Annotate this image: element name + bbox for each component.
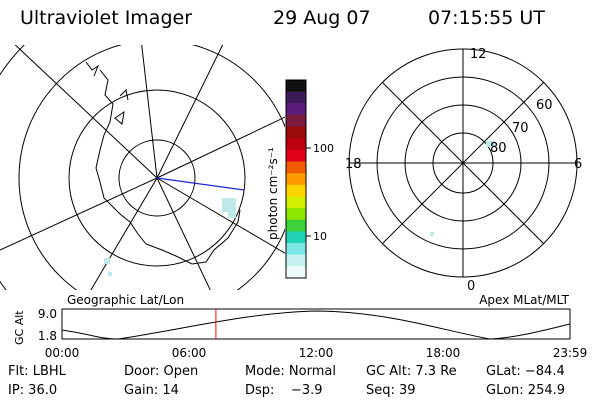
colorbar-segment	[286, 266, 306, 279]
alt-axis-label: GC Alt	[13, 310, 26, 345]
geographic-map	[0, 45, 285, 290]
colorbar-segment	[286, 80, 306, 93]
mlat-label-80: 80	[490, 141, 507, 156]
mlt-diagonal	[381, 81, 545, 245]
alt-tick-high: 9.0	[38, 307, 57, 321]
colorbar: 100 10 photon cm⁻²s⁻¹	[266, 79, 334, 279]
coastline-outline	[119, 88, 129, 101]
mode-status: Mode: Normal	[245, 364, 336, 379]
colorbar-tick-label-100: 100	[313, 142, 334, 155]
colorbar-segment	[286, 173, 306, 186]
colorbar-frame	[285, 79, 307, 279]
alt-tick-low: 1.8	[38, 329, 57, 343]
latitude-circle	[18, 45, 285, 290]
geo-longitude-status: GLon: 254.9	[486, 383, 566, 398]
instrument-title: Ultraviolet Imager	[20, 7, 193, 29]
altitude-curve	[61, 310, 571, 340]
colorbar-segment	[286, 126, 306, 139]
meridian-line	[156, 177, 211, 290]
meridian-line	[14, 45, 158, 179]
colorbar-segment	[286, 208, 306, 221]
left-panel-caption: Geographic Lat/Lon	[67, 293, 184, 307]
colorbar-segment	[286, 103, 306, 116]
colorbar-segment	[286, 161, 306, 174]
mlt-label-top: 12	[470, 47, 487, 62]
observation-time: 07:15:55 UT	[428, 7, 545, 29]
altitude-timeline: Geographic Lat/Lon Apex MLat/MLT 9.0 1.8…	[13, 293, 587, 360]
meridian-line	[156, 177, 285, 254]
mlt-label-right: 6	[574, 157, 582, 172]
colorbar-scale	[286, 80, 306, 279]
ip-status: IP: 36.0	[8, 383, 58, 398]
coastline-outline	[85, 61, 100, 77]
colorbar-segment	[286, 254, 306, 267]
time-tick-12: 12:00	[299, 346, 334, 360]
time-tick-18: 18:00	[426, 346, 461, 360]
colorbar-segment	[286, 138, 306, 151]
colorbar-tick-label-10: 10	[313, 230, 327, 243]
mlat-label-70: 70	[512, 121, 529, 136]
coastline-outline	[95, 69, 241, 265]
geo-latitude-status: GLat: −84.4	[486, 364, 565, 379]
meridian-line	[156, 116, 285, 179]
gc-altitude-status: GC Alt: 7.3 Re	[366, 364, 457, 379]
sun-direction-line	[156, 177, 245, 191]
colorbar-unit-label: photon cm⁻²s⁻¹	[266, 147, 280, 240]
latitude-circle	[118, 139, 196, 217]
colorbar-segment	[286, 91, 306, 104]
dsp-status: Dsp: −3.9	[245, 383, 323, 398]
meridian-line	[90, 177, 158, 290]
timeline-frame	[61, 308, 571, 340]
magnetic-polar-dial	[348, 48, 578, 278]
mlt-label-left: 18	[345, 157, 362, 172]
colorbar-segment	[286, 243, 306, 256]
filter-status: Flt: LBHL	[8, 364, 66, 379]
mlat-label-60: 60	[536, 98, 553, 113]
meridian-line	[0, 177, 158, 251]
dial-labels: 12 18 6 0 60 70 80	[345, 47, 582, 294]
colorbar-segment	[286, 196, 306, 209]
time-tick-0: 00:00	[45, 346, 80, 360]
aurora-emission	[430, 141, 496, 236]
right-panel-caption: Apex MLat/MLT	[479, 293, 569, 307]
coastline-outline	[114, 110, 125, 125]
meridian-line	[156, 45, 224, 179]
time-tick-6: 06:00	[172, 346, 207, 360]
time-tick-end: 23:59	[553, 346, 588, 360]
latitude-circle	[68, 89, 246, 267]
colorbar-segment	[286, 114, 306, 128]
mlt-label-bottom: 0	[467, 279, 475, 294]
meridian-line	[141, 45, 158, 179]
aurora-emission	[104, 198, 236, 276]
colorbar-segment	[286, 149, 306, 163]
gain-status: Gain: 14	[124, 383, 179, 398]
observation-date: 29 Aug 07	[273, 7, 371, 29]
door-status: Door: Open	[124, 364, 199, 379]
colorbar-segment	[286, 231, 306, 244]
status-footer: Flt: LBHL Door: Open Mode: Normal GC Alt…	[0, 362, 600, 400]
colorbar-segment	[286, 219, 306, 233]
colorbar-segment	[286, 184, 306, 198]
sequence-status: Seq: 39	[366, 383, 416, 398]
